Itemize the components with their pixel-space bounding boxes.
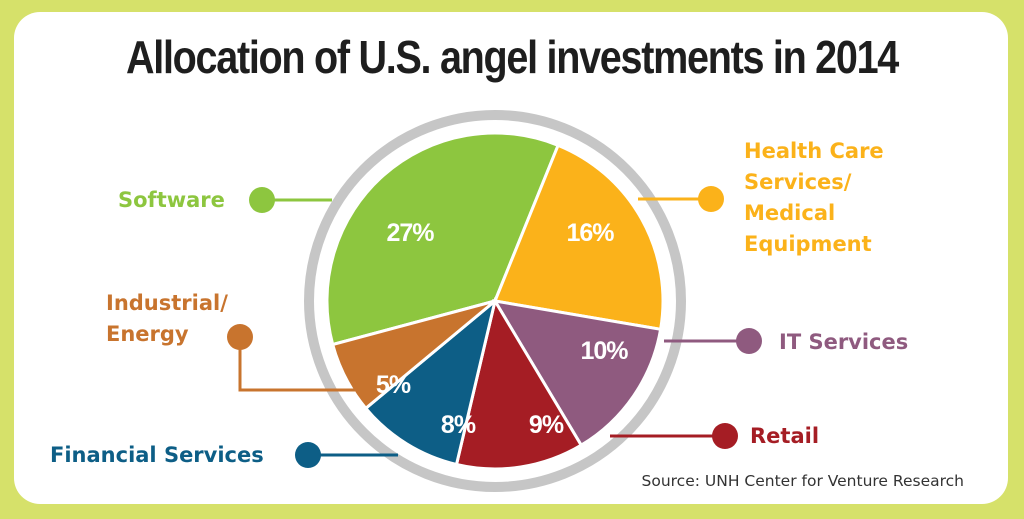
slice-percent-label: 5% bbox=[376, 371, 411, 399]
leader-line bbox=[238, 337, 355, 392]
pie-slice-health-care-services-medical-equipment bbox=[492, 143, 665, 332]
slice-percent-label: 8% bbox=[441, 411, 476, 439]
category-label: Financial Services bbox=[50, 443, 264, 467]
pie-slice-software bbox=[325, 131, 561, 347]
source-note: Source: UNH Center for Venture Research bbox=[642, 472, 965, 490]
pie-slice-retail bbox=[454, 297, 584, 471]
slice-percent-label: 10% bbox=[580, 337, 628, 365]
legend-dot bbox=[736, 328, 762, 354]
chart-title: Allocation of U.S. angel investments in … bbox=[125, 31, 899, 83]
category-label: Industrial/Energy bbox=[106, 291, 228, 346]
category-label: IT Services bbox=[779, 330, 908, 354]
legend-dot bbox=[249, 187, 275, 213]
pie-slice-financial-services bbox=[363, 296, 498, 467]
category-label: Retail bbox=[750, 424, 819, 448]
category-label: Health Care Services/Medical Equipment bbox=[744, 139, 884, 256]
slice-percent-label: 9% bbox=[529, 411, 564, 439]
slice-percent-label: 16% bbox=[566, 219, 614, 247]
pie-slice-industrial-energy bbox=[330, 299, 496, 411]
pie-outer-ring bbox=[304, 110, 686, 492]
pie-slice-it-services bbox=[492, 298, 663, 448]
category-label: Software bbox=[118, 188, 225, 212]
legend-dot bbox=[712, 423, 738, 449]
legend-dot bbox=[227, 324, 253, 350]
slice-percent-label: 27% bbox=[386, 219, 434, 247]
legend-dot bbox=[698, 186, 724, 212]
legend-dot bbox=[295, 442, 321, 468]
